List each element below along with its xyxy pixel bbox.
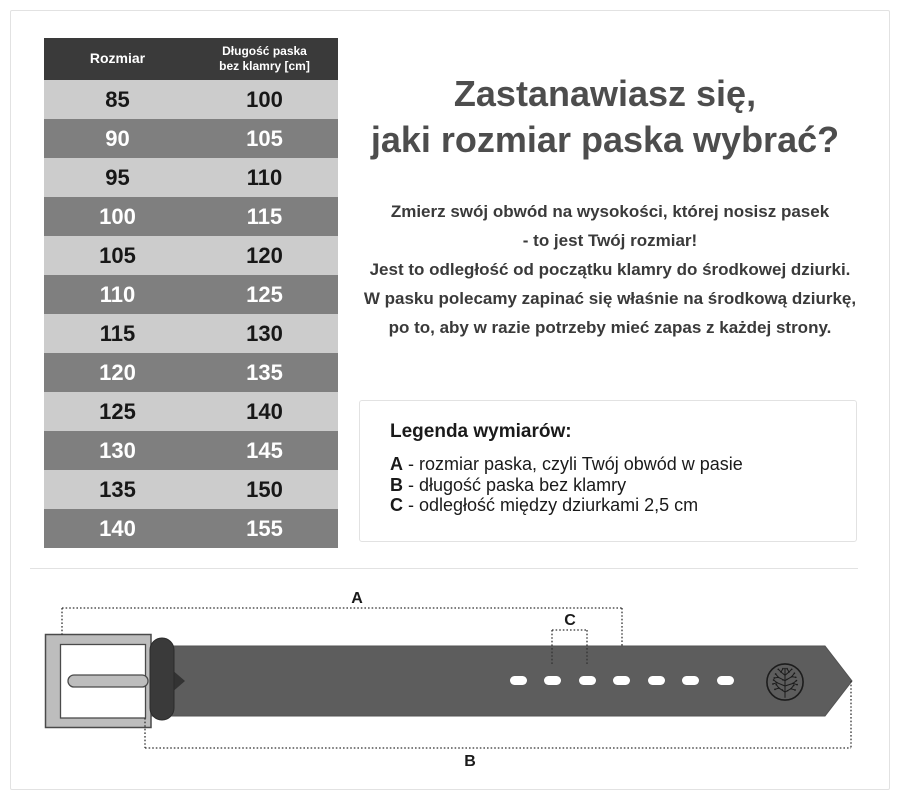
svg-text:A: A <box>351 590 363 607</box>
svg-text:B: B <box>464 753 476 770</box>
svg-text:C: C <box>564 612 576 629</box>
